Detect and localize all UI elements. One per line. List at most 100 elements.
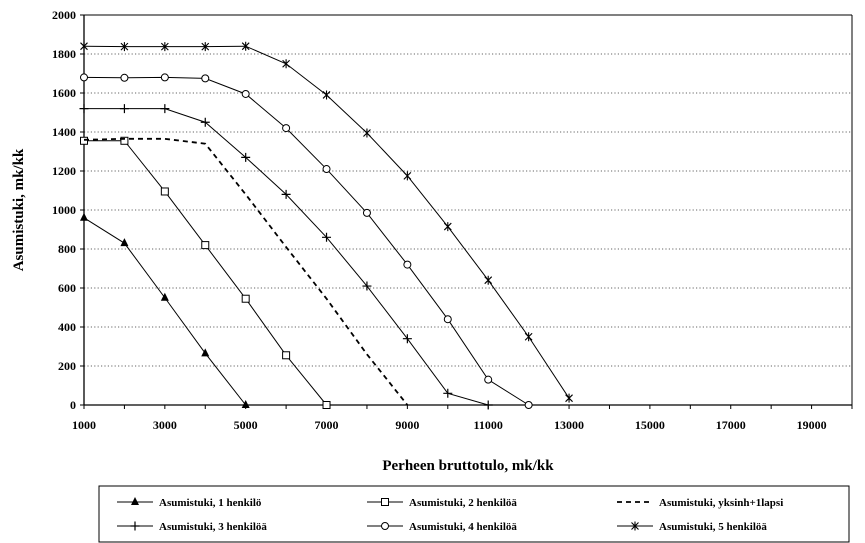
data-point-triangle [80,212,88,221]
data-point-circle [381,522,389,530]
data-point-star [565,393,573,403]
data-point-plus [483,400,493,410]
y-tick-label: 200 [58,359,76,373]
legend-label: Asumistuki, 1 henkilö [159,497,262,509]
data-point-plus [200,117,210,127]
x-tick-label: 3000 [153,418,177,432]
data-point-triangle [131,497,139,505]
y-tick-label: 1800 [52,47,76,61]
series-3 [83,137,409,406]
y-tick-label: 600 [58,281,76,295]
data-point-circle [403,260,412,269]
data-point-star [524,332,533,342]
data-point-circle [362,208,371,217]
data-point-square [160,187,169,196]
data-point-star [80,41,88,51]
data-point-star [631,521,639,531]
data-point-plus [443,388,453,398]
legend-item-6: Asumistuki, 5 henkilöä [617,521,767,533]
series-group [79,41,573,410]
tick-labels: 0 200 400 600 800 1000 1200 1400 1600 1800 2000 100… [52,8,827,432]
y-tick-label: 800 [58,242,76,256]
data-point-circle [160,73,169,82]
data-point-square [80,136,88,145]
data-point-star [282,59,290,69]
y-tick-label: 0 [70,398,76,412]
data-point-circle [322,165,331,174]
x-tick-label: 11000 [474,418,503,432]
legend-label: Asumistuki, yksinh+1lapsi [659,497,783,509]
data-point-star [201,42,210,52]
x-axis-title: Perheen bruttotulo, mk/kk [382,458,554,474]
data-point-plus [130,521,140,531]
y-tick-label: 1000 [52,203,76,217]
data-point-star [363,128,371,138]
data-point-circle [443,315,452,324]
data-point-plus [322,232,332,242]
data-point-triangle [160,292,169,301]
data-point-plus [79,104,89,114]
data-point-star [403,171,412,181]
y-axis-title: Asumistuki, mk/kk [11,148,27,271]
x-tick-label: 1000 [72,418,96,432]
legend-label: Asumistuki, 3 henkilöä [159,521,267,533]
data-point-star [120,42,129,52]
x-tick-label: 19000 [797,418,827,432]
legend-label: Asumistuki, 4 henkilöä [409,521,517,533]
data-point-star [160,42,169,52]
y-tick-label: 2000 [52,8,76,22]
legend-item-4: Asumistuki, 3 henkilöä [117,521,267,533]
x-tick-label: 17000 [716,418,746,432]
data-point-square [381,498,389,506]
data-point-triangle [241,400,250,408]
series-4 [79,104,493,410]
axes [80,14,853,409]
data-point-plus [402,334,412,344]
grid-lines [84,53,852,367]
data-point-square [201,241,210,250]
data-point-plus [119,104,129,114]
data-point-square [241,294,250,303]
legend-item-3: Asumistuki, yksinh+1lapsi [617,497,783,509]
data-point-plus [241,152,251,162]
data-point-circle [241,89,250,98]
legend: Asumistuki, 1 henkilö Asumistuki, 2 henki… [98,485,850,543]
data-point-plus [281,189,291,199]
y-tick-label: 1200 [52,164,76,178]
legend-item-1: Asumistuki, 1 henkilö [117,497,262,509]
series-line [84,140,327,406]
series-5 [80,73,533,409]
series-line [83,137,409,406]
series-1 [80,212,250,408]
legend-box [98,485,850,543]
legend-label: Asumistuki, 5 henkilöä [659,521,767,533]
x-tick-label: 13000 [554,418,584,432]
x-tick-label: 15000 [635,418,665,432]
x-tick-label: 9000 [395,418,419,432]
data-point-circle [282,124,291,133]
data-point-square [120,136,129,145]
data-point-circle [80,73,88,82]
data-point-star [484,275,493,285]
x-tick-label: 5000 [234,418,258,432]
series-line [83,217,247,406]
x-tick-label: 7000 [315,418,339,432]
data-point-circle [484,375,493,384]
data-point-circle [120,73,129,82]
data-point-triangle [120,238,129,247]
series-line [83,76,529,406]
legend-item-5: Asumistuki, 4 henkilöä [367,521,517,533]
y-tick-label: 1400 [52,125,76,139]
legend-item-2: Asumistuki, 2 henkilöä [367,497,517,509]
data-point-plus [160,104,170,114]
series-6 [80,41,573,403]
legend-label: Asumistuki, 2 henkilöä [409,497,517,509]
data-point-square [322,401,331,409]
series-line [84,108,489,406]
data-point-star [443,222,452,232]
y-tick-label: 400 [58,320,76,334]
data-point-star [241,41,250,51]
y-tick-label: 1600 [52,86,76,100]
data-point-star [322,90,331,100]
